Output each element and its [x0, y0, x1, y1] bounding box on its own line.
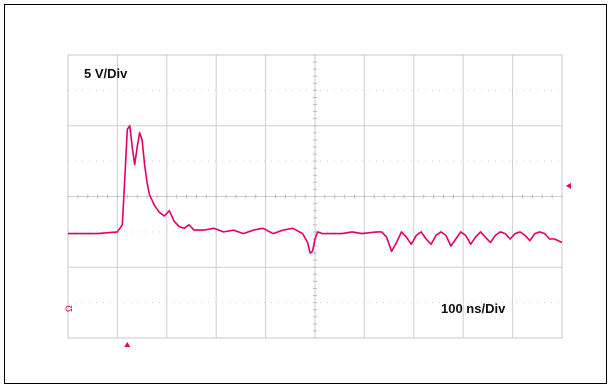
waveform-trace — [68, 125, 563, 254]
channel-marker: Ω — [64, 305, 74, 312]
trigger-time-marker — [124, 342, 131, 347]
figure-frame — [4, 4, 607, 384]
center-axis-ticks — [67, 54, 563, 339]
vertical-scale-label: 5 V/Div — [84, 66, 128, 81]
time-scale-label: 100 ns/Div — [441, 301, 506, 316]
trigger-level-marker — [566, 182, 571, 189]
